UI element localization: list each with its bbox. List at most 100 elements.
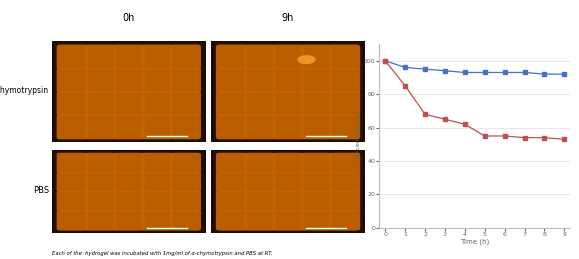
FancyBboxPatch shape: [216, 45, 247, 70]
α-chymotrypsin: [541, 136, 548, 139]
FancyBboxPatch shape: [141, 172, 173, 192]
α-chymotrypsin: [481, 134, 488, 138]
FancyBboxPatch shape: [301, 172, 332, 192]
FancyBboxPatch shape: [216, 191, 247, 212]
FancyBboxPatch shape: [329, 210, 360, 231]
PBS: [501, 71, 508, 74]
FancyBboxPatch shape: [301, 153, 332, 174]
FancyBboxPatch shape: [329, 153, 360, 174]
FancyBboxPatch shape: [170, 91, 201, 116]
α-chymotrypsin: [561, 138, 568, 141]
FancyBboxPatch shape: [301, 91, 332, 116]
FancyBboxPatch shape: [244, 191, 276, 212]
FancyBboxPatch shape: [216, 68, 247, 93]
PBS: [481, 71, 488, 74]
FancyBboxPatch shape: [272, 68, 304, 93]
FancyBboxPatch shape: [170, 114, 201, 139]
FancyBboxPatch shape: [301, 45, 332, 70]
FancyBboxPatch shape: [57, 191, 88, 212]
FancyBboxPatch shape: [301, 114, 332, 139]
FancyBboxPatch shape: [141, 153, 173, 174]
FancyBboxPatch shape: [301, 210, 332, 231]
Line: α-chymotrypsin: α-chymotrypsin: [383, 59, 566, 141]
FancyBboxPatch shape: [170, 172, 201, 192]
FancyBboxPatch shape: [57, 172, 88, 192]
PBS: [422, 68, 428, 71]
Ellipse shape: [297, 55, 316, 64]
FancyBboxPatch shape: [113, 114, 145, 139]
FancyBboxPatch shape: [57, 45, 88, 70]
FancyBboxPatch shape: [301, 191, 332, 212]
Text: 9h: 9h: [282, 13, 294, 23]
FancyBboxPatch shape: [272, 153, 304, 174]
FancyBboxPatch shape: [272, 210, 304, 231]
FancyBboxPatch shape: [329, 68, 360, 93]
FancyBboxPatch shape: [141, 45, 173, 70]
FancyBboxPatch shape: [329, 91, 360, 116]
FancyBboxPatch shape: [170, 45, 201, 70]
FancyBboxPatch shape: [301, 68, 332, 93]
α-chymotrypsin: [461, 123, 468, 126]
FancyBboxPatch shape: [244, 210, 276, 231]
FancyBboxPatch shape: [85, 91, 116, 116]
FancyBboxPatch shape: [113, 210, 145, 231]
FancyBboxPatch shape: [216, 172, 247, 192]
PBS: [382, 59, 389, 62]
α-chymotrypsin: [382, 59, 389, 62]
FancyBboxPatch shape: [329, 172, 360, 192]
PBS: [461, 71, 468, 74]
FancyBboxPatch shape: [170, 153, 201, 174]
FancyBboxPatch shape: [113, 91, 145, 116]
FancyBboxPatch shape: [85, 68, 116, 93]
FancyBboxPatch shape: [272, 114, 304, 139]
FancyBboxPatch shape: [170, 68, 201, 93]
FancyBboxPatch shape: [113, 191, 145, 212]
FancyBboxPatch shape: [85, 114, 116, 139]
FancyBboxPatch shape: [113, 45, 145, 70]
FancyBboxPatch shape: [244, 172, 276, 192]
α-chymotrypsin: [422, 113, 428, 116]
FancyBboxPatch shape: [216, 91, 247, 116]
FancyBboxPatch shape: [329, 191, 360, 212]
FancyBboxPatch shape: [244, 68, 276, 93]
Y-axis label: percentage (%): percentage (%): [356, 112, 361, 160]
FancyBboxPatch shape: [244, 91, 276, 116]
FancyBboxPatch shape: [85, 191, 116, 212]
FancyBboxPatch shape: [141, 191, 173, 212]
Text: α-chymotrypsin: α-chymotrypsin: [0, 86, 49, 95]
Text: PBS: PBS: [33, 186, 49, 195]
α-chymotrypsin: [402, 84, 409, 87]
FancyBboxPatch shape: [272, 45, 304, 70]
FancyBboxPatch shape: [272, 172, 304, 192]
PBS: [402, 66, 409, 69]
FancyBboxPatch shape: [57, 153, 88, 174]
FancyBboxPatch shape: [85, 172, 116, 192]
FancyBboxPatch shape: [85, 210, 116, 231]
FancyBboxPatch shape: [113, 68, 145, 93]
FancyBboxPatch shape: [141, 91, 173, 116]
FancyBboxPatch shape: [57, 91, 88, 116]
α-chymotrypsin: [441, 118, 448, 121]
FancyBboxPatch shape: [272, 191, 304, 212]
FancyBboxPatch shape: [113, 153, 145, 174]
FancyBboxPatch shape: [57, 68, 88, 93]
FancyBboxPatch shape: [170, 210, 201, 231]
FancyBboxPatch shape: [113, 172, 145, 192]
FancyBboxPatch shape: [170, 191, 201, 212]
FancyBboxPatch shape: [141, 114, 173, 139]
FancyBboxPatch shape: [85, 45, 116, 70]
FancyBboxPatch shape: [141, 210, 173, 231]
Text: Each of the  hydrogel was incubated with 1mg/ml of α-chymotrypsin and PBS at RT.: Each of the hydrogel was incubated with …: [52, 251, 273, 256]
Line: PBS: PBS: [383, 59, 566, 76]
FancyBboxPatch shape: [141, 68, 173, 93]
α-chymotrypsin: [521, 136, 528, 139]
FancyBboxPatch shape: [85, 153, 116, 174]
FancyBboxPatch shape: [244, 114, 276, 139]
FancyBboxPatch shape: [216, 153, 247, 174]
X-axis label: Time (h): Time (h): [460, 239, 489, 245]
FancyBboxPatch shape: [244, 153, 276, 174]
FancyBboxPatch shape: [57, 114, 88, 139]
α-chymotrypsin: [501, 134, 508, 138]
FancyBboxPatch shape: [216, 114, 247, 139]
PBS: [541, 73, 548, 76]
